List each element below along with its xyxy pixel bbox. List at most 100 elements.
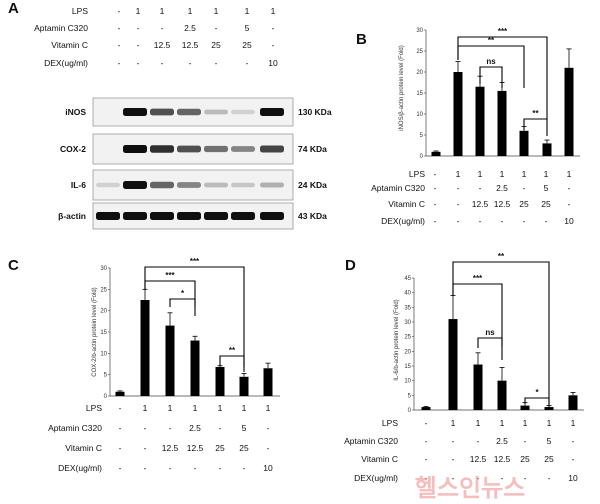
panel-d-table: LPS Aptamin C320 Vitamin C DEX(ug/ml) - 1… bbox=[344, 418, 578, 483]
panel-a: A LPS Aptamin C320 Vitamin C DEX(ug/ml) … bbox=[8, 0, 332, 230]
blot-band bbox=[260, 145, 284, 153]
table-cell: 12.5 bbox=[182, 40, 199, 50]
blot-protein-label: iNOS bbox=[65, 107, 86, 117]
table-cell: - bbox=[189, 58, 192, 68]
table-cell: - bbox=[434, 216, 437, 226]
y-tick-label: 20 bbox=[404, 349, 411, 355]
table-cell: - bbox=[457, 216, 460, 226]
y-tick-label: 10 bbox=[404, 379, 411, 385]
table-cell: - bbox=[479, 183, 482, 193]
table-cell: 10 bbox=[263, 463, 273, 473]
y-tick-label: 5 bbox=[104, 373, 108, 379]
y-tick-label: 30 bbox=[416, 28, 423, 34]
table-cell: - bbox=[477, 473, 480, 483]
table-cell: - bbox=[144, 443, 147, 453]
bar bbox=[448, 319, 458, 410]
blot-band bbox=[96, 212, 120, 220]
table-cell: - bbox=[523, 183, 526, 193]
blot-band bbox=[150, 212, 174, 220]
blot-area: iNOS 130 KDa COX-2 74 KDa IL-6 24 KDa β-actin 4… bbox=[58, 97, 332, 230]
panel-d-ylabel: IL-6/b-actin protein level (Fold) bbox=[394, 299, 400, 380]
table-cell: 1 bbox=[136, 6, 141, 16]
table-cell: - bbox=[434, 169, 437, 179]
table-cell: - bbox=[161, 58, 164, 68]
significance-bracket bbox=[479, 66, 503, 88]
table-cell: - bbox=[144, 423, 147, 433]
table-cell: - bbox=[137, 58, 140, 68]
table-cell: - bbox=[425, 418, 428, 428]
table-cell: - bbox=[425, 436, 428, 446]
bar bbox=[115, 391, 125, 396]
y-tick-label: 5 bbox=[408, 393, 412, 399]
table-cell: 25 bbox=[239, 443, 249, 453]
y-tick-label: 15 bbox=[416, 91, 423, 97]
table-cell: 5 bbox=[245, 23, 250, 33]
blot-band bbox=[150, 108, 174, 116]
table-cell: 25 bbox=[215, 443, 225, 453]
table-cell: 1 bbox=[271, 6, 276, 16]
table-cell: - bbox=[272, 40, 275, 50]
table-cell: - bbox=[572, 454, 575, 464]
significance-bracket bbox=[144, 266, 245, 367]
row-label-dex: DEX(ug/ml) bbox=[44, 58, 88, 68]
row-label-aptamin: Aptamin C320 bbox=[344, 436, 398, 446]
table-cell: - bbox=[119, 403, 122, 413]
significance-bracket bbox=[477, 337, 503, 360]
blot-band bbox=[260, 182, 284, 188]
table-cell: - bbox=[118, 40, 121, 50]
row-label-vitamin-c: Vitamin C bbox=[388, 199, 425, 209]
row-label-vitamin-c: Vitamin C bbox=[361, 454, 398, 464]
bar bbox=[542, 143, 552, 156]
table-cell: 1 bbox=[571, 418, 576, 428]
table-cell: 1 bbox=[544, 169, 549, 179]
blot-band bbox=[150, 145, 174, 153]
significance-bracket bbox=[452, 283, 503, 347]
table-cell: - bbox=[452, 454, 455, 464]
table-cell: - bbox=[119, 423, 122, 433]
table-cell: 1 bbox=[567, 169, 572, 179]
table-cell: - bbox=[434, 183, 437, 193]
table-cell: - bbox=[219, 463, 222, 473]
blot-band bbox=[177, 182, 201, 188]
row-label-lps: LPS bbox=[409, 169, 425, 179]
significance-bracket bbox=[457, 45, 525, 88]
blot-band bbox=[204, 145, 228, 153]
table-cell: 1 bbox=[193, 403, 198, 413]
row-label-dex: DEX(ug/ml) bbox=[381, 216, 425, 226]
table-cell: 12.5 bbox=[162, 443, 179, 453]
y-tick-label: 0 bbox=[420, 154, 424, 160]
table-cell: 1 bbox=[476, 418, 481, 428]
table-cell: - bbox=[119, 443, 122, 453]
table-cell: 12.5 bbox=[494, 454, 511, 464]
blot-protein-label: COX-2 bbox=[60, 144, 86, 154]
blot-protein-label: β-actin bbox=[58, 211, 86, 221]
table-cell: - bbox=[452, 473, 455, 483]
table-cell: 2.5 bbox=[184, 23, 196, 33]
table-cell: - bbox=[118, 58, 121, 68]
row-label-dex: DEX(ug/ml) bbox=[354, 473, 398, 483]
table-cell: - bbox=[219, 423, 222, 433]
table-cell: - bbox=[501, 216, 504, 226]
bar bbox=[453, 72, 463, 156]
table-cell: - bbox=[568, 199, 571, 209]
table-cell: - bbox=[572, 436, 575, 446]
row-label-aptamin: Aptamin C320 bbox=[371, 183, 425, 193]
table-cell: 1 bbox=[451, 418, 456, 428]
table-cell: - bbox=[434, 199, 437, 209]
bar bbox=[215, 366, 225, 396]
table-cell: 25 bbox=[211, 40, 221, 50]
table-cell: - bbox=[144, 463, 147, 473]
table-cell: - bbox=[137, 23, 140, 33]
bar bbox=[263, 368, 273, 396]
bar bbox=[519, 130, 529, 156]
panel-b-letter: B bbox=[356, 31, 367, 48]
blot-band bbox=[204, 212, 228, 220]
table-cell: 2.5 bbox=[496, 436, 508, 446]
blot-band bbox=[204, 182, 228, 188]
table-cell: 1 bbox=[143, 403, 148, 413]
row-label-lps: LPS bbox=[86, 403, 102, 413]
bar bbox=[497, 380, 507, 410]
significance-label: *** bbox=[498, 27, 508, 36]
significance-label: *** bbox=[165, 271, 175, 280]
